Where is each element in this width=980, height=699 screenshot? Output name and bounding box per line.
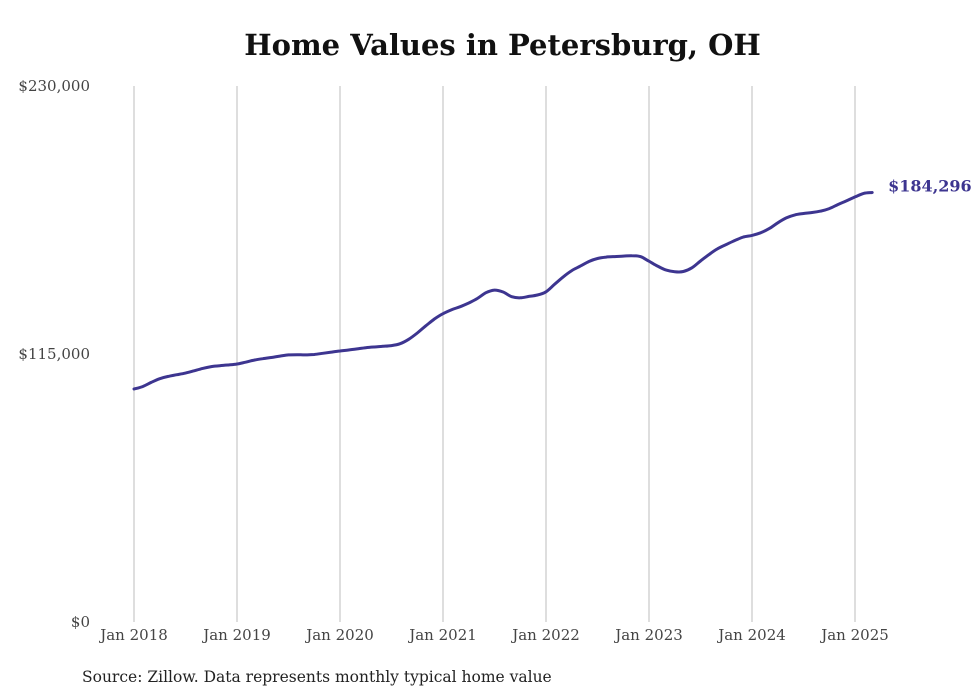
series — [132, 191, 874, 391]
gridlines — [133, 86, 856, 622]
x-tick-label-4: Jan 2022 — [510, 626, 580, 644]
chart-title: Home Values in Petersburg, OH — [244, 28, 761, 62]
x-tick-label-7: Jan 2025 — [819, 626, 889, 644]
x-tick-label-1: Jan 2019 — [201, 626, 271, 644]
end-value-label-group: $184,296 — [888, 177, 972, 196]
end-value-label: $184,296 — [888, 177, 972, 196]
series-line — [132, 191, 874, 391]
x-tick-label-2: Jan 2020 — [304, 626, 374, 644]
y-tick-label-1: $115,000 — [18, 345, 90, 363]
x-axis-labels: Jan 2018 Jan 2019 Jan 2020 Jan 2021 Jan 2022… — [98, 626, 889, 644]
y-tick-label-0: $0 — [71, 613, 90, 631]
y-axis-labels: $0 $115,000 $230,000 — [18, 77, 90, 631]
x-tick-label-3: Jan 2021 — [407, 626, 477, 644]
x-tick-label-6: Jan 2024 — [716, 626, 786, 644]
y-tick-label-2: $230,000 — [18, 77, 90, 95]
x-tick-label-0: Jan 2018 — [98, 626, 168, 644]
source-note: Source: Zillow. Data represents monthly … — [82, 668, 552, 686]
x-tick-label-5: Jan 2023 — [613, 626, 683, 644]
